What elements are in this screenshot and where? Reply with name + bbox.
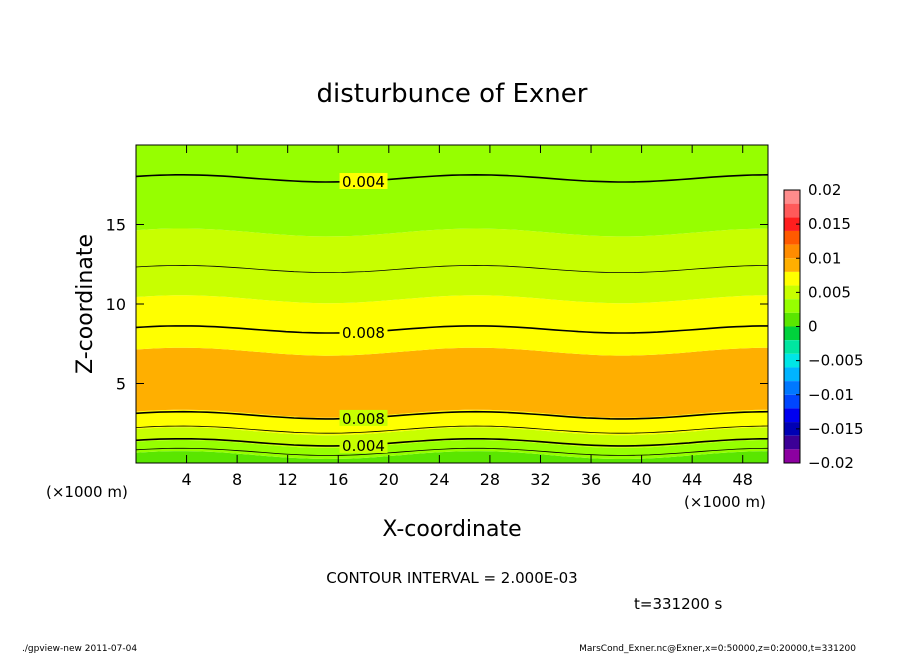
x-tick-label: 24 xyxy=(429,470,449,489)
colorbar-segment xyxy=(784,435,800,450)
y-axis-ticks: 5 10 15 xyxy=(106,216,768,394)
field-band xyxy=(136,409,768,436)
colorbar-segment xyxy=(784,258,800,272)
colorbar-tick-label: 0.015 xyxy=(808,215,851,233)
contour-line xyxy=(135,438,768,447)
colorbar-tick-label: −0.02 xyxy=(808,454,854,472)
field-band xyxy=(136,347,768,418)
colorbar-tick-label: −0.01 xyxy=(808,386,854,404)
contour-line xyxy=(135,410,769,420)
colorbar-tick-label: 0.02 xyxy=(808,181,841,199)
colorbar-segment xyxy=(784,299,800,313)
plot-area-fill xyxy=(136,145,768,463)
colorbar-segment xyxy=(784,271,800,286)
x-tick-label: 8 xyxy=(232,470,242,489)
colorbar: 0.02 0.015 0.01 0.005 0 −0.005 −0.01 −0.015 −0.0… xyxy=(783,181,864,472)
contour-line xyxy=(135,425,769,434)
x-tick-label: 28 xyxy=(480,470,500,489)
time-label: t=331200 s xyxy=(634,595,722,613)
colorbar-tick-label: 0.01 xyxy=(808,249,841,267)
x-tick-label: 4 xyxy=(181,470,191,489)
colorbar-segment xyxy=(784,326,800,341)
x-tick-label: 20 xyxy=(379,470,399,489)
colorbar-segment xyxy=(784,381,800,395)
colorbar-tick-label: 0 xyxy=(808,318,818,336)
colorbar-segment xyxy=(784,217,800,231)
contour-label-bg xyxy=(339,173,388,190)
colorbar-tick-label: 0.005 xyxy=(808,283,851,301)
y-tick-label: 10 xyxy=(106,295,126,314)
footer-right: MarsCond_Exner.nc@Exner,x=0:50000,z=0:20… xyxy=(579,644,856,654)
field-band xyxy=(136,145,768,237)
field-band xyxy=(136,427,768,448)
colorbar-segment xyxy=(784,285,800,300)
contour-line xyxy=(135,173,769,183)
contour-line xyxy=(135,325,768,334)
footer-left: ./gpview-new 2011-07-04 xyxy=(22,644,137,654)
x-axis-label: X-coordinate xyxy=(382,517,521,542)
contour-lines: 0.004 0.008 0.008 0.004 xyxy=(135,173,769,456)
field-band xyxy=(136,265,768,304)
contour-interval-label: CONTOUR INTERVAL = 2.000E-03 xyxy=(326,569,577,587)
field-band xyxy=(136,325,768,356)
x-tick-label: 16 xyxy=(328,470,348,489)
contour-label: 0.008 xyxy=(342,324,385,342)
x-tick-label: 44 xyxy=(682,470,702,489)
field-band xyxy=(136,295,768,334)
contour-label: 0.008 xyxy=(342,410,385,428)
contour-label: 0.004 xyxy=(342,437,385,455)
chart-title: disturbunce of Exner xyxy=(317,79,588,109)
field-band xyxy=(136,228,768,273)
x-tick-label: 48 xyxy=(733,470,753,489)
x-unit-right: (×1000 m) xyxy=(684,493,766,511)
y-tick-label: 15 xyxy=(106,216,126,235)
colorbar-segment xyxy=(784,449,800,463)
contour-label-bg xyxy=(339,409,388,426)
colorbar-segment xyxy=(784,340,800,354)
colorbar-tick-label: −0.015 xyxy=(808,420,864,438)
x-unit-left: (×1000 m) xyxy=(46,483,128,501)
contour-line xyxy=(135,447,769,456)
colorbar-segment xyxy=(784,394,800,409)
y-axis-label: Z-coordinate xyxy=(73,234,98,374)
colorbar-segment xyxy=(784,230,800,245)
x-tick-label: 40 xyxy=(631,470,651,489)
colorbar-segment xyxy=(784,422,800,436)
colorbar-segment xyxy=(784,312,800,327)
colorbar-segment xyxy=(784,367,800,382)
colorbar-segment xyxy=(784,244,800,259)
contour-line xyxy=(135,264,769,273)
colorbar-segment xyxy=(784,203,800,218)
y-tick-label: 5 xyxy=(116,375,126,394)
contour-label-bg xyxy=(339,436,388,453)
x-tick-label: 32 xyxy=(530,470,550,489)
field-band xyxy=(136,451,768,463)
colorbar-segment xyxy=(784,408,800,423)
colorbar-segment xyxy=(784,190,800,204)
x-tick-label: 36 xyxy=(581,470,601,489)
x-axis-ticks: 4 8 12 16 20 24 28 32 36 40 44 48 xyxy=(181,145,753,489)
colorbar-tick-label: −0.005 xyxy=(808,352,864,370)
contour-label-bg xyxy=(339,324,388,341)
colorbar-segment xyxy=(784,353,800,368)
x-tick-label: 12 xyxy=(278,470,298,489)
contour-label: 0.004 xyxy=(342,173,385,191)
